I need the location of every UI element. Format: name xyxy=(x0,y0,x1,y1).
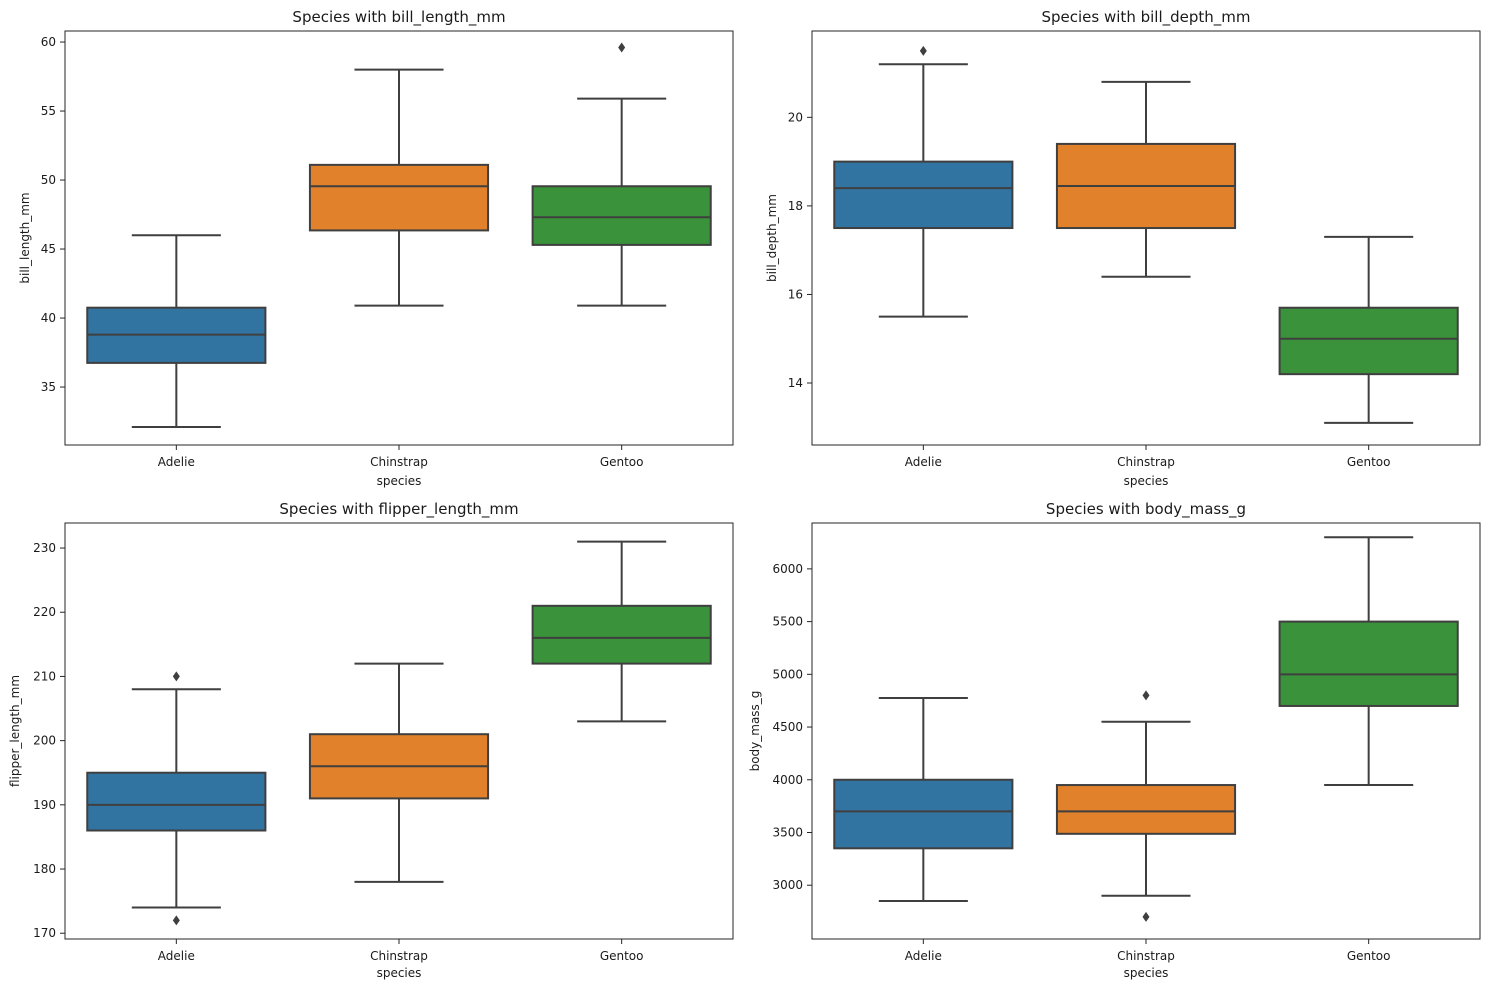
y-tick-label: 180 xyxy=(33,862,56,876)
outlier-point xyxy=(172,915,180,926)
y-tick-label: 40 xyxy=(41,311,56,325)
chart-1: Species with bill_length_mm 35 40 45 50 55 60 A… xyxy=(18,8,734,488)
iqr-box xyxy=(1278,306,1459,376)
x-tick-label: Adelie xyxy=(158,949,195,963)
chart-4: Species with body_mass_g 3000 3500 4000 4500… xyxy=(748,500,1481,980)
plot-frame xyxy=(64,522,734,940)
outlier-point xyxy=(919,45,927,56)
chart-title: Species with bill_depth_mm xyxy=(1042,8,1251,27)
box-gentoo xyxy=(531,42,712,307)
y-tick-label: 170 xyxy=(33,926,56,940)
chart-2: Species with bill_depth_mm 14 16 18 20 Adelie… xyxy=(765,8,1481,488)
iqr-box xyxy=(86,771,267,832)
y-tick-label: 16 xyxy=(788,287,803,301)
x-axis-label: species xyxy=(377,966,422,980)
chart-title: Species with flipper_length_mm xyxy=(279,500,518,519)
y-tick-label: 5000 xyxy=(772,667,803,681)
y-tick-label: 6000 xyxy=(772,562,803,576)
x-tick-label: Chinstrap xyxy=(370,455,428,469)
y-tick-label: 200 xyxy=(33,734,56,748)
y-tick-label: 45 xyxy=(41,242,56,256)
x-tick-label: Chinstrap xyxy=(1117,455,1175,469)
y-tick-label: 20 xyxy=(788,110,803,124)
outlier-point xyxy=(1142,690,1150,701)
x-tick-label: Chinstrap xyxy=(1117,949,1175,963)
y-tick-label: 3000 xyxy=(772,878,803,892)
y-tick-label: 230 xyxy=(33,541,56,555)
y-tick-label: 4000 xyxy=(772,773,803,787)
box-chinstrap xyxy=(1055,690,1237,922)
outlier-point xyxy=(172,671,180,682)
iqr-box xyxy=(1278,620,1459,707)
iqr-box xyxy=(833,160,1014,230)
chart-3: Species with flipper_length_mm 170 180 190 2… xyxy=(8,500,734,980)
y-axis-label: bill_length_mm xyxy=(18,192,32,283)
chart-title: Species with body_mass_g xyxy=(1046,500,1246,519)
box-gentoo xyxy=(1278,235,1459,424)
box-adelie xyxy=(833,45,1014,318)
y-tick-label: 35 xyxy=(41,380,56,394)
box-chinstrap xyxy=(308,68,490,307)
box-adelie xyxy=(86,671,267,926)
y-tick-label: 220 xyxy=(33,605,56,619)
x-tick-label: Chinstrap xyxy=(370,949,428,963)
x-axis-label: species xyxy=(377,474,422,488)
x-axis-label: species xyxy=(1124,474,1169,488)
y-tick-label: 18 xyxy=(788,199,803,213)
plot-frame xyxy=(811,522,1481,940)
box-adelie xyxy=(833,697,1014,903)
y-axis-label: flipper_length_mm xyxy=(8,675,22,787)
x-tick-label: Adelie xyxy=(905,949,942,963)
box-chinstrap xyxy=(308,662,490,883)
iqr-box xyxy=(531,185,712,246)
chart-panels: Species with bill_length_mm 35 40 45 50 55 60 A… xyxy=(8,8,1481,980)
chart-title: Species with bill_length_mm xyxy=(292,8,505,27)
box-gentoo xyxy=(531,540,712,723)
y-tick-label: 3500 xyxy=(772,825,803,839)
x-axis-label: species xyxy=(1124,966,1169,980)
iqr-box xyxy=(531,604,712,665)
box-gentoo xyxy=(1278,536,1459,787)
x-tick-label: Gentoo xyxy=(1347,455,1391,469)
box-adelie xyxy=(86,234,267,429)
plot-frame xyxy=(64,30,734,446)
box-chinstrap xyxy=(1055,80,1237,278)
y-axis-label: bill_depth_mm xyxy=(765,194,779,282)
outlier-point xyxy=(1142,911,1150,922)
x-tick-label: Adelie xyxy=(158,455,195,469)
y-tick-label: 5500 xyxy=(772,615,803,629)
y-tick-label: 55 xyxy=(41,104,56,118)
x-tick-label: Gentoo xyxy=(1347,949,1391,963)
y-tick-label: 4500 xyxy=(772,720,803,734)
outlier-point xyxy=(618,42,626,53)
plot-frame xyxy=(811,30,1481,446)
y-tick-label: 50 xyxy=(41,173,56,187)
x-tick-label: Gentoo xyxy=(600,455,644,469)
iqr-box xyxy=(308,163,490,232)
y-tick-label: 60 xyxy=(41,35,56,49)
y-tick-label: 210 xyxy=(33,669,56,683)
iqr-box xyxy=(833,778,1014,850)
y-tick-label: 14 xyxy=(788,376,803,390)
x-tick-label: Adelie xyxy=(905,455,942,469)
x-tick-label: Gentoo xyxy=(600,949,644,963)
y-axis-label: body_mass_g xyxy=(748,691,762,772)
iqr-box xyxy=(1055,784,1237,835)
y-tick-label: 190 xyxy=(33,798,56,812)
